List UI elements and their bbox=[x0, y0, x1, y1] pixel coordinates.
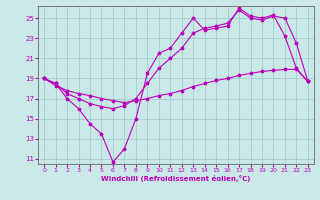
X-axis label: Windchill (Refroidissement éolien,°C): Windchill (Refroidissement éolien,°C) bbox=[101, 175, 251, 182]
